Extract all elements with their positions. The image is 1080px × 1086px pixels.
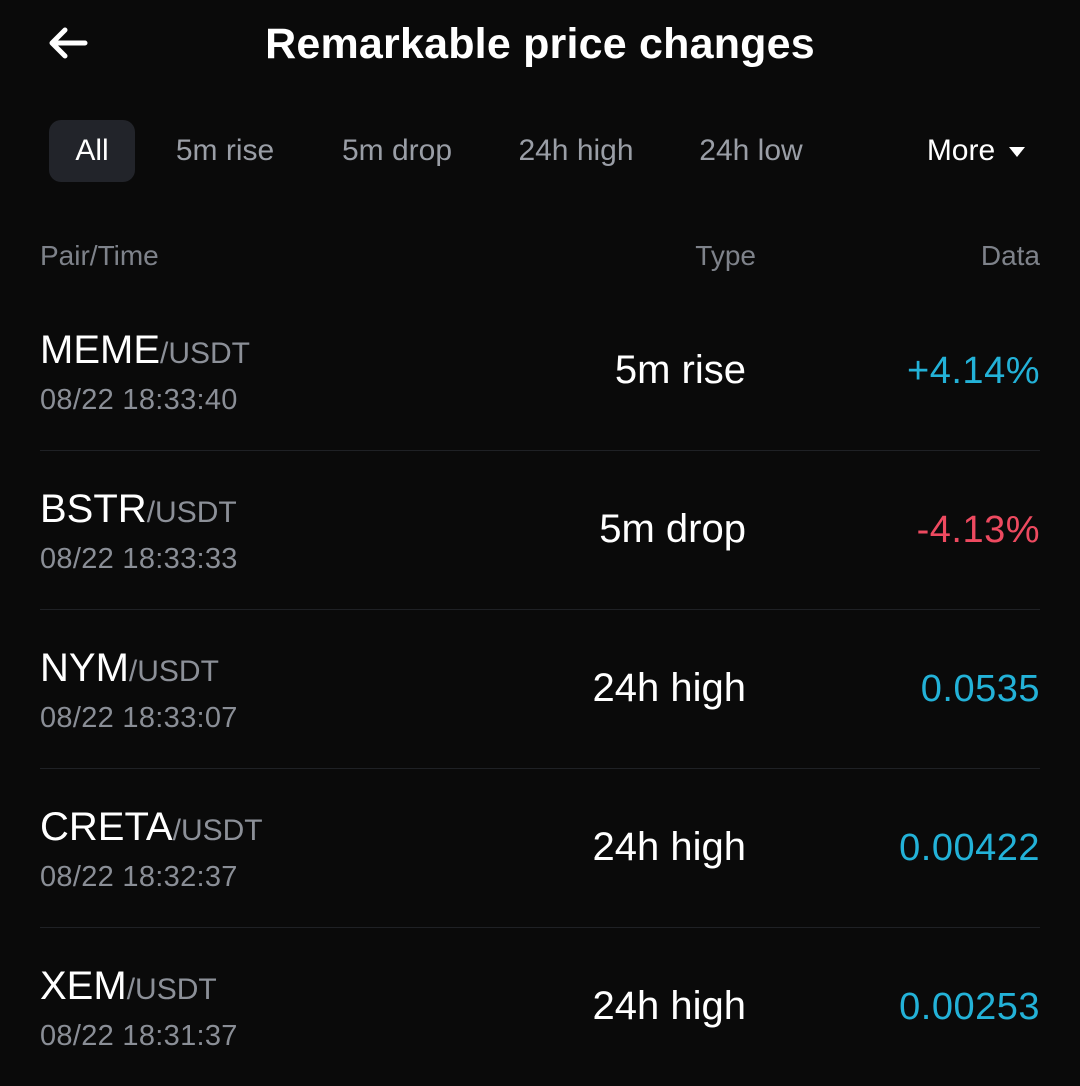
app-header: Remarkable price changes [0,0,1080,92]
change-value: -4.13% [916,509,1040,551]
tab-5m-drop[interactable]: 5m drop [341,134,453,167]
pair-quote: /USDT [126,973,217,1006]
back-button[interactable] [38,14,96,72]
pair-quote: /USDT [160,337,250,370]
list-item[interactable]: NYM/USDT 08/22 18:33:07 24h high 0.0535 [40,610,1040,769]
more-label: More [926,134,996,167]
event-time: 08/22 18:33:33 [40,543,238,575]
tab-5m-rise[interactable]: 5m rise [175,134,275,167]
list-item[interactable]: XEM/USDT 08/22 18:31:37 24h high 0.00253 [40,928,1040,1086]
pair-name: NYM/USDT [40,646,219,691]
event-time: 08/22 18:33:07 [40,702,238,734]
tab-all[interactable]: All [49,120,135,182]
list-item[interactable]: BSTR/USDT 08/22 18:33:33 5m drop -4.13% [40,451,1040,610]
change-value: 0.00253 [899,986,1040,1028]
change-type: 5m rise [614,348,746,392]
column-header-pair: Pair/Time [40,240,159,271]
pair-name: XEM/USDT [40,964,217,1009]
column-header-type: Type [695,240,756,271]
table-header: Pair/Time Type Data [40,240,1040,280]
event-time: 08/22 18:33:40 [40,384,238,416]
change-value: 0.0535 [920,668,1040,710]
list-item[interactable]: MEME/USDT 08/22 18:33:40 5m rise +4.14% [40,292,1040,451]
change-value: 0.00422 [899,827,1040,869]
page-title: Remarkable price changes [265,20,815,68]
filter-tabs: All 5m rise 5m drop 24h high 24h low Mor… [0,120,1080,184]
change-value: +4.14% [907,350,1040,392]
arrow-left-icon [49,27,88,59]
pair-base: MEME [40,328,160,372]
change-type: 5m drop [599,507,746,551]
column-header-data: Data [980,240,1040,271]
pair-name: CRETA/USDT [40,805,263,850]
change-type: 24h high [592,666,746,710]
pair-quote: /USDT [146,496,237,529]
more-dropdown-button[interactable]: More [906,120,1046,182]
tab-24h-low[interactable]: 24h low [699,134,803,167]
caret-down-icon [1009,147,1026,157]
event-time: 08/22 18:32:37 [40,861,238,893]
list-item[interactable]: CRETA/USDT 08/22 18:32:37 24h high 0.004… [40,769,1040,928]
pair-name: BSTR/USDT [40,487,237,532]
pair-quote: /USDT [128,655,219,688]
pair-name: MEME/USDT [40,328,250,373]
change-type: 24h high [592,825,746,869]
pair-base: BSTR [40,487,147,531]
change-type: 24h high [592,984,746,1028]
pair-base: CRETA [40,805,173,849]
pair-quote: /USDT [172,814,263,847]
pair-base: NYM [40,646,129,690]
pair-base: XEM [40,964,127,1008]
price-change-list: MEME/USDT 08/22 18:33:40 5m rise +4.14% … [40,292,1040,1086]
tab-24h-high[interactable]: 24h high [518,134,634,167]
event-time: 08/22 18:31:37 [40,1020,238,1052]
